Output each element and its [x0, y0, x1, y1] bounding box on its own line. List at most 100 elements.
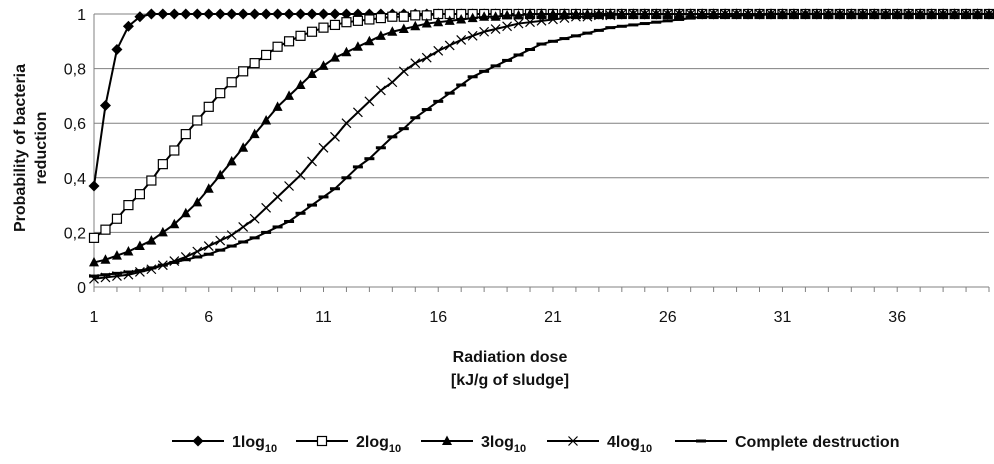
- data-point: [157, 159, 168, 170]
- data-point: [375, 85, 386, 96]
- data-point: [238, 222, 249, 232]
- legend-item: 1log10: [172, 434, 277, 455]
- data-point: [146, 175, 157, 186]
- data-point: [284, 181, 294, 191]
- axes: [93, 14, 990, 292]
- legend-subscript: 10: [265, 443, 277, 455]
- legend-label: 4log10: [607, 434, 652, 455]
- data-point: [180, 8, 192, 20]
- data-point: [547, 8, 558, 18]
- data-point: [352, 41, 363, 51]
- data-point: [295, 30, 306, 41]
- legend-subscript: 10: [514, 443, 526, 455]
- data-point: [513, 9, 524, 20]
- data-point: [582, 11, 593, 22]
- legend-item: 4log10: [547, 434, 652, 455]
- data-point: [168, 8, 180, 20]
- y-tick-label: 0,2: [64, 225, 86, 242]
- data-point: [192, 115, 203, 126]
- data-point: [100, 224, 111, 235]
- data-point: [111, 43, 123, 55]
- data-point: [145, 8, 157, 20]
- data-point: [215, 169, 226, 180]
- data-point: [375, 30, 386, 40]
- data-point: [502, 21, 513, 32]
- data-point: [306, 26, 318, 37]
- data-point: [444, 40, 455, 51]
- data-point: [249, 213, 260, 224]
- data-point: [433, 16, 444, 27]
- data-point: [651, 9, 662, 19]
- data-point: [318, 142, 329, 153]
- data-point: [479, 11, 490, 21]
- data-point: [111, 250, 122, 260]
- series-line: [93, 13, 989, 187]
- data-point: [295, 170, 306, 180]
- data-point: [330, 131, 340, 142]
- x-tick-label: 36: [888, 309, 906, 326]
- data-point: [157, 8, 169, 20]
- data-point: [122, 20, 134, 32]
- legend-item: 2log10: [296, 434, 401, 455]
- data-point: [203, 241, 214, 251]
- x-axis-title-line-1: Radiation dose: [453, 349, 568, 366]
- data-point: [261, 49, 272, 61]
- legend-marker: [442, 435, 452, 445]
- data-point: [662, 9, 673, 19]
- y-tick-label: 0,8: [64, 62, 86, 79]
- gridlines: [94, 13, 989, 233]
- data-point: [203, 101, 214, 112]
- series-5: [89, 12, 994, 278]
- series-line: [93, 13, 989, 264]
- legend-marker: [192, 435, 204, 447]
- data-point: [123, 246, 134, 256]
- plot-area: [88, 8, 994, 284]
- data-point: [284, 90, 295, 100]
- data-point: [570, 11, 581, 22]
- data-point: [456, 13, 467, 24]
- data-point: [272, 101, 283, 111]
- data-point: [215, 88, 226, 99]
- data-point: [157, 226, 168, 237]
- data-point: [513, 18, 524, 29]
- data-point: [490, 24, 501, 34]
- data-point: [88, 180, 100, 192]
- data-point: [548, 14, 558, 25]
- x-tick-label: 1: [90, 309, 99, 326]
- data-point: [341, 46, 352, 57]
- data-point: [318, 60, 329, 70]
- data-point: [479, 26, 490, 37]
- data-point: [570, 8, 581, 18]
- data-point: [329, 8, 341, 20]
- x-tick-label: 31: [774, 309, 792, 326]
- data-point: [307, 68, 318, 79]
- data-point: [134, 189, 145, 200]
- data-point: [329, 19, 341, 31]
- y-axis-title-line-2: reduction: [33, 112, 50, 185]
- data-point: [134, 11, 146, 23]
- data-point: [88, 232, 100, 243]
- data-point: [100, 254, 111, 264]
- data-point: [421, 18, 432, 28]
- data-point: [525, 8, 536, 18]
- legend-label: Complete destruction: [735, 434, 899, 451]
- data-point: [387, 26, 398, 36]
- data-point: [410, 10, 421, 21]
- data-point: [387, 11, 398, 22]
- data-point: [134, 240, 145, 251]
- data-point: [306, 8, 318, 20]
- legend-subscript: 10: [640, 443, 652, 455]
- data-point: [249, 58, 260, 69]
- data-point: [559, 13, 570, 24]
- x-tick-label: 21: [544, 309, 562, 326]
- legend-label: 2log10: [356, 434, 401, 455]
- data-point: [433, 45, 444, 56]
- legend-marker: [568, 436, 578, 446]
- data-point: [203, 183, 214, 193]
- data-point: [490, 11, 501, 21]
- data-point: [226, 77, 237, 88]
- data-point: [283, 36, 295, 47]
- data-point: [467, 30, 478, 41]
- data-point: [410, 58, 421, 69]
- data-point: [352, 107, 363, 118]
